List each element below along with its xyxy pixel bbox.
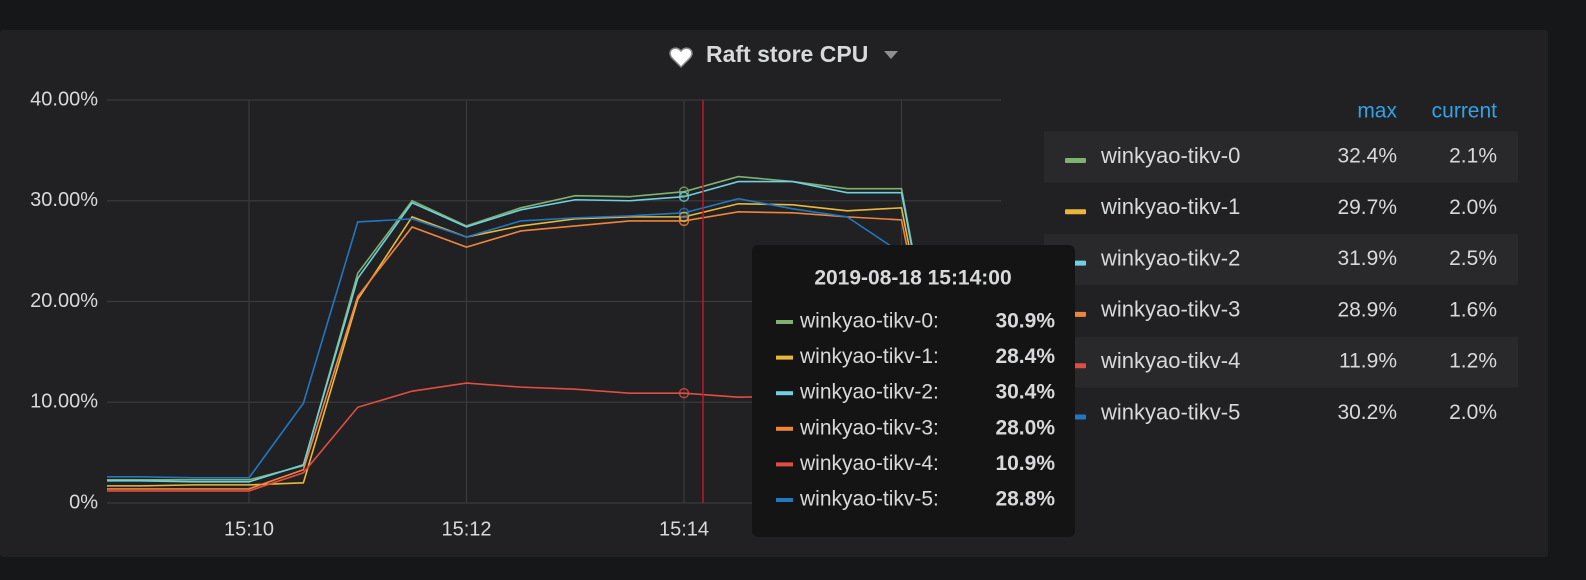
legend-max: 31.9% bbox=[1337, 247, 1397, 270]
tooltip-value: 28.0% bbox=[995, 416, 1055, 439]
tooltip-value: 10.9% bbox=[995, 452, 1055, 475]
hover-point bbox=[678, 207, 690, 219]
x-tick-label: 15:12 bbox=[441, 518, 491, 540]
legend-current: 2.1% bbox=[1449, 145, 1497, 168]
hover-point bbox=[678, 211, 690, 223]
series-line bbox=[107, 211, 957, 490]
legend-max: 29.7% bbox=[1337, 196, 1397, 219]
x-tick-label: 15:14 bbox=[659, 518, 709, 540]
tooltip-marker bbox=[776, 320, 793, 324]
legend-marker bbox=[1065, 158, 1086, 163]
legend-max: 11.9% bbox=[1339, 350, 1397, 373]
hover-point bbox=[678, 215, 690, 227]
y-tick-label: 30.00% bbox=[30, 189, 98, 211]
tooltip-time: 2019-08-18 15:14:00 bbox=[814, 267, 1011, 290]
tooltip-marker bbox=[776, 498, 793, 502]
tooltip-background bbox=[752, 245, 1075, 537]
y-tick-label: 0% bbox=[69, 491, 98, 513]
tooltip-label: winkyao-tikv-5: bbox=[799, 488, 939, 511]
legend-max: 28.9% bbox=[1337, 298, 1397, 321]
legend-marker bbox=[1065, 209, 1086, 215]
legend-max: 30.2% bbox=[1337, 401, 1397, 424]
legend-current: 2.0% bbox=[1449, 401, 1497, 424]
series-line bbox=[107, 202, 957, 487]
legend-header[interactable]: max bbox=[1357, 100, 1397, 123]
legend-current: 1.2% bbox=[1449, 350, 1497, 373]
tooltip-label: winkyao-tikv-1: bbox=[799, 345, 939, 368]
tooltip-marker bbox=[776, 462, 793, 467]
legend-current: 1.6% bbox=[1449, 298, 1497, 321]
series-line bbox=[107, 197, 957, 484]
tooltip-value: 28.4% bbox=[995, 345, 1055, 368]
tooltip-marker bbox=[776, 391, 793, 396]
legend-name[interactable]: winkyao-tikv-1 bbox=[1100, 194, 1240, 219]
legend-name[interactable]: winkyao-tikv-5 bbox=[1100, 399, 1240, 424]
y-tick-label: 40.00% bbox=[30, 88, 98, 110]
tooltip-value: 28.8% bbox=[995, 488, 1055, 511]
y-tick-label: 20.00% bbox=[30, 290, 98, 312]
legend-name[interactable]: winkyao-tikv-4 bbox=[1100, 348, 1240, 373]
tooltip-label: winkyao-tikv-3: bbox=[799, 416, 939, 439]
legend-name[interactable]: winkyao-tikv-2 bbox=[1100, 245, 1240, 270]
legend-header[interactable]: current bbox=[1432, 100, 1498, 123]
tooltip-label: winkyao-tikv-4: bbox=[799, 452, 939, 475]
hover-point bbox=[678, 191, 690, 202]
title-dropdown[interactable] bbox=[884, 51, 898, 59]
heart-icon bbox=[669, 47, 693, 69]
legend-name[interactable]: winkyao-tikv-0 bbox=[1100, 143, 1240, 168]
hover-point bbox=[678, 186, 690, 197]
y-tick-label: 10.00% bbox=[30, 391, 98, 413]
legend-name[interactable]: winkyao-tikv-3 bbox=[1100, 297, 1240, 322]
hover-point bbox=[678, 387, 690, 399]
tooltip-value: 30.9% bbox=[995, 310, 1055, 333]
tooltip-marker bbox=[776, 355, 793, 360]
legend-row-background bbox=[1044, 131, 1518, 183]
tooltip-marker bbox=[776, 426, 793, 431]
tooltip-label: winkyao-tikv-2: bbox=[799, 381, 939, 404]
legend-max: 32.4% bbox=[1337, 145, 1397, 168]
legend-row-background bbox=[1044, 336, 1518, 388]
x-tick-label: 15:10 bbox=[224, 518, 274, 540]
tooltip-label: winkyao-tikv-0: bbox=[799, 310, 939, 333]
tooltip-value: 30.4% bbox=[995, 381, 1055, 404]
series-line bbox=[107, 175, 957, 482]
legend-current: 2.5% bbox=[1449, 247, 1497, 270]
legend-row-background bbox=[1044, 234, 1518, 286]
legend-current: 2.0% bbox=[1449, 196, 1497, 219]
series-line bbox=[107, 180, 957, 483]
panel-title[interactable]: Raft store CPU bbox=[706, 41, 868, 67]
